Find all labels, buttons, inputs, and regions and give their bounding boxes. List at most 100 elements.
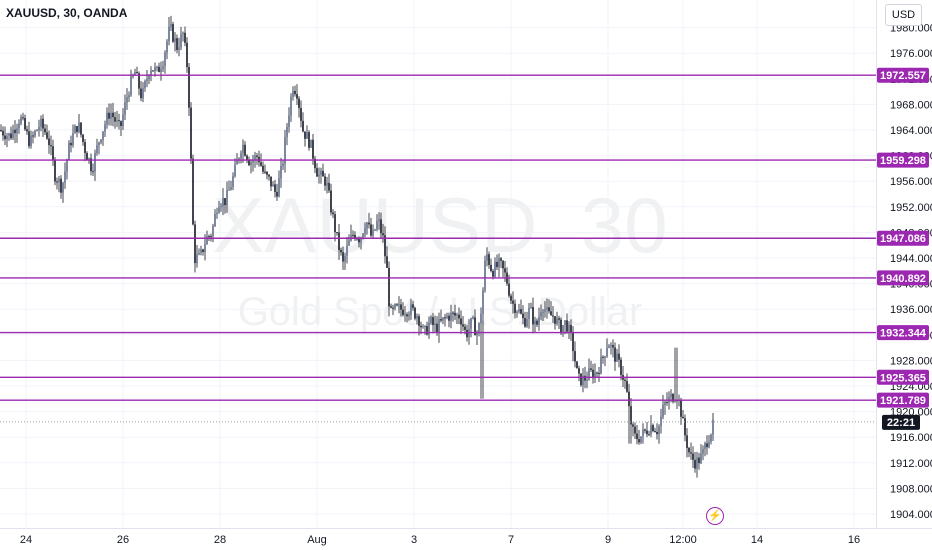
candle-body	[48, 138, 50, 146]
time-axis[interactable]: 24 26 28 Aug 3 7 9 12:00 14 16	[20, 534, 860, 546]
candle-body	[26, 129, 28, 132]
level-label: 1959.298	[880, 155, 926, 167]
candle-body	[602, 356, 604, 358]
lightning-icon[interactable]: ⚡	[706, 507, 724, 525]
candle-body	[364, 228, 366, 234]
candle-body	[104, 124, 106, 132]
candle-body	[630, 406, 632, 425]
candle-body	[646, 430, 648, 435]
candle-body	[40, 118, 42, 127]
candle-body	[586, 379, 588, 381]
candle-body	[322, 170, 324, 177]
candle-body	[32, 135, 34, 137]
candle-body	[154, 67, 156, 72]
candle-body	[176, 38, 178, 50]
candle-body	[558, 318, 560, 320]
candle-body	[524, 318, 526, 327]
candle-body	[192, 158, 194, 225]
candle-body	[164, 52, 166, 67]
candle-body	[426, 326, 428, 335]
candle-body	[438, 319, 440, 333]
candle-body	[0, 130, 2, 131]
candle-body	[450, 312, 452, 321]
horizontal-levels[interactable]	[0, 74, 876, 401]
candle-body	[448, 315, 450, 321]
candle-body	[204, 244, 206, 253]
candle-body	[248, 159, 250, 166]
candle-body	[266, 171, 268, 175]
candle-body	[548, 307, 550, 312]
candle-body	[76, 126, 78, 132]
price-tick-label: 1956.000	[890, 176, 932, 188]
candle-body	[116, 120, 118, 122]
price-tick-label: 1908.000	[890, 483, 932, 495]
candle-body	[650, 425, 652, 435]
price-tick-label: 1980.000	[890, 23, 932, 35]
candle-body	[82, 134, 84, 143]
level-price-labels: 1972.557 1959.298 1947.086 1940.892 1932.344…	[877, 67, 929, 408]
candle-body	[240, 153, 242, 159]
candle-body	[300, 107, 302, 121]
candle-body	[326, 182, 328, 186]
candle-body	[434, 323, 436, 326]
candle-body	[366, 222, 368, 229]
candle-body	[642, 429, 644, 437]
candle-body	[564, 320, 566, 326]
candle-body	[408, 314, 410, 317]
candle-body	[502, 260, 504, 269]
candle-body	[648, 434, 650, 436]
level-label-bg	[877, 67, 929, 83]
candle-body	[372, 229, 374, 236]
candle-body	[472, 317, 474, 319]
candle-body	[236, 160, 238, 165]
candle-body	[362, 233, 364, 238]
candle-body	[306, 132, 308, 139]
candle-body	[168, 26, 170, 42]
candle-body	[706, 443, 708, 448]
candle-body	[396, 304, 398, 306]
level-label: 1940.892	[880, 273, 926, 285]
price-tick-label: 1936.000	[890, 304, 932, 316]
currency-button[interactable]: USD	[885, 4, 922, 26]
candle-body	[592, 369, 594, 379]
candle-body	[14, 129, 16, 134]
candle-body	[208, 236, 210, 238]
candle-body	[162, 66, 164, 70]
candle-body	[690, 452, 692, 454]
candle-body	[148, 75, 150, 80]
level-label: 1925.365	[880, 372, 926, 384]
candle-body	[334, 214, 336, 233]
candle-body	[158, 66, 160, 73]
candle-body	[574, 351, 576, 362]
price-tick-label: 1904.000	[890, 509, 932, 521]
candle-body	[624, 379, 626, 381]
candle-body	[234, 164, 236, 177]
time-tick-label: 16	[848, 534, 860, 546]
candle-body	[342, 252, 344, 262]
symbol-title[interactable]: XAUUSD, 30, OANDA	[6, 6, 128, 20]
candle-body	[420, 325, 422, 328]
candle-body	[250, 162, 252, 166]
candle-body	[596, 372, 598, 374]
candle-body	[254, 155, 256, 161]
candle-body	[146, 79, 148, 82]
candle-body	[414, 307, 416, 319]
candle-body	[654, 430, 656, 432]
candle-body	[694, 459, 696, 469]
candle-body	[66, 160, 68, 172]
candle-body	[46, 132, 48, 139]
candle-body	[252, 160, 254, 163]
candle-body	[22, 117, 24, 119]
candle-body	[268, 174, 270, 177]
candle-body	[686, 435, 688, 448]
candle-body	[698, 457, 700, 464]
candle-body	[700, 453, 702, 464]
candle-body	[390, 306, 392, 308]
candle-body	[276, 191, 278, 197]
candle-body	[392, 307, 394, 309]
candle-body	[226, 190, 228, 206]
candle-body	[538, 316, 540, 325]
candle-body	[590, 368, 592, 370]
level-label-bg	[877, 392, 929, 408]
